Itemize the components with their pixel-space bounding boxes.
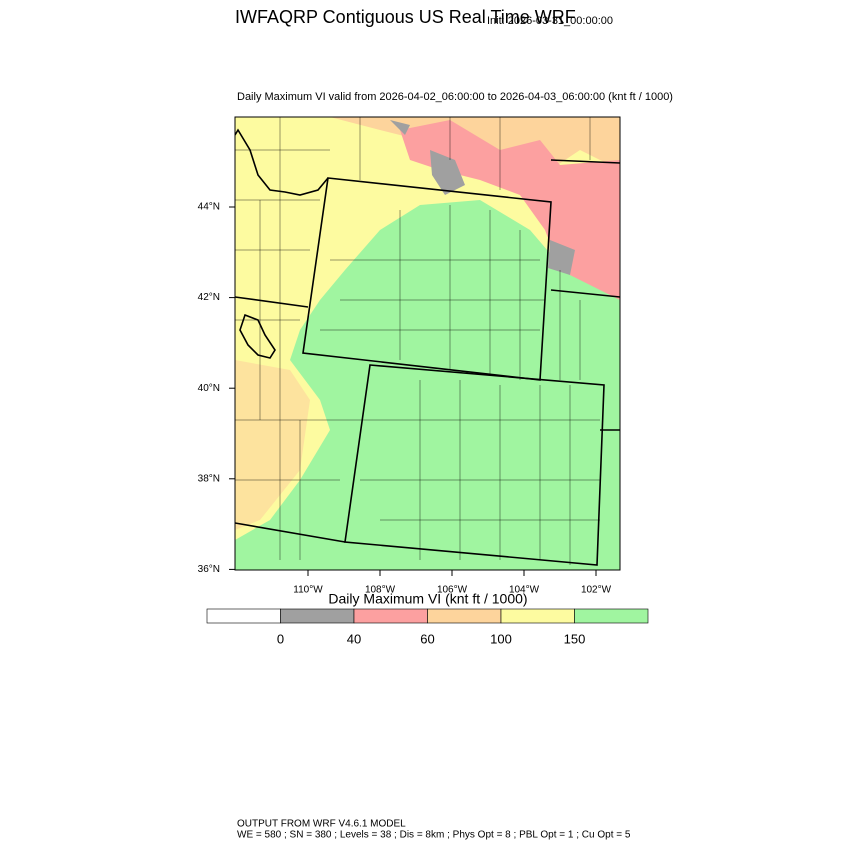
subtitle: Daily Maximum VI valid from 2026-04-02_0… bbox=[237, 91, 673, 103]
colorbar-box bbox=[280, 608, 355, 624]
lat-label: 44°N bbox=[198, 202, 220, 213]
lon-label: 102°W bbox=[581, 585, 612, 596]
map bbox=[235, 117, 620, 570]
colorbar-box bbox=[574, 608, 649, 624]
colorbar-box bbox=[427, 608, 502, 624]
colorbar-label: 150 bbox=[564, 631, 586, 646]
colorbar-label: 0 bbox=[277, 631, 284, 646]
field-gray bbox=[390, 120, 575, 275]
map-frame bbox=[234, 116, 621, 571]
lon-label: 108°W bbox=[365, 585, 396, 596]
colorbar-box bbox=[206, 608, 281, 624]
field-yellow bbox=[235, 117, 620, 540]
colorbar-label: 100 bbox=[490, 631, 512, 646]
colorbar-box bbox=[353, 608, 428, 624]
title: IWFAQRP Contiguous US Real Time WRF bbox=[235, 7, 576, 27]
footer-line: OUTPUT FROM WRF V4.6.1 MODEL bbox=[237, 819, 406, 830]
lon-label: 106°W bbox=[437, 585, 468, 596]
colorbar: 0 40 60 100 150 bbox=[206, 608, 649, 646]
colorbar-title: Daily Maximum VI (knt ft / 1000) bbox=[328, 591, 527, 607]
field-orange bbox=[235, 360, 310, 530]
lat-label: 36°N bbox=[198, 564, 220, 575]
map-axes: 44°N 42°N 40°N 38°N 36°N 110°W 108°W 106°W 104°W… bbox=[198, 202, 612, 596]
county-lines bbox=[235, 117, 600, 565]
footer-line: WE = 580 ; SN = 380 ; Levels = 38 ; Dis … bbox=[237, 830, 631, 841]
lon-label: 110°W bbox=[293, 585, 323, 596]
colorbar-label: 60 bbox=[420, 631, 434, 646]
lon-label: 104°W bbox=[509, 585, 540, 596]
colorbar-box bbox=[500, 608, 575, 624]
state-borders bbox=[235, 128, 620, 566]
lat-label: 38°N bbox=[198, 473, 220, 484]
lat-label: 42°N bbox=[198, 292, 220, 303]
lat-label: 40°N bbox=[198, 383, 220, 394]
colorbar-label: 40 bbox=[347, 631, 361, 646]
init-time: Init: 2026-03-31_00:00:00 bbox=[487, 15, 613, 27]
